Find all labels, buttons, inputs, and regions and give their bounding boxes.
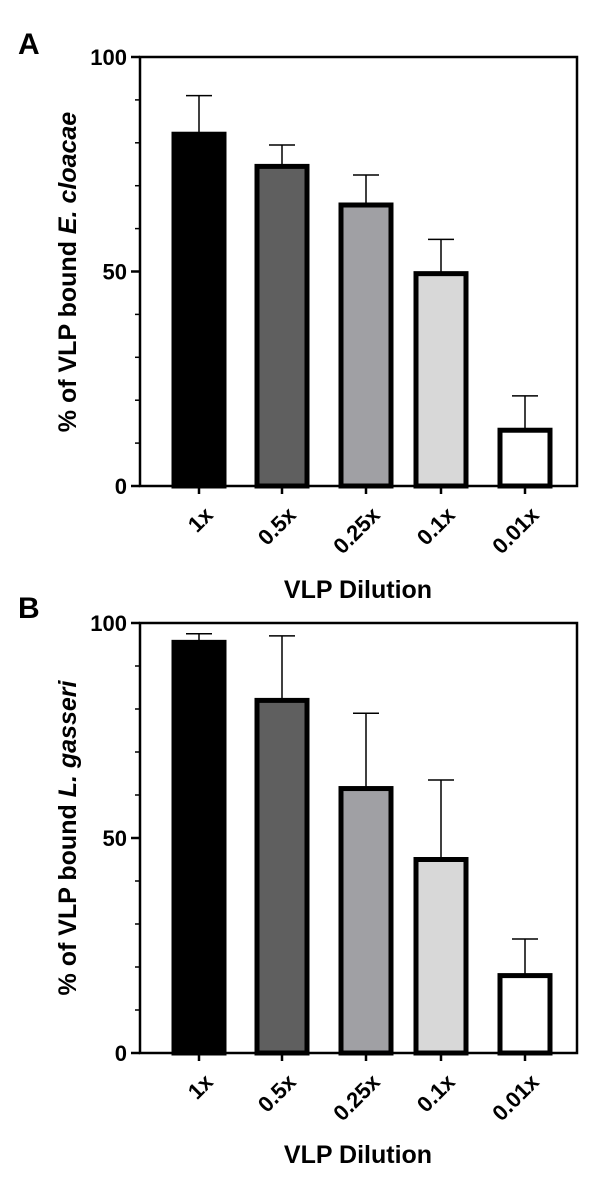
x-tick-label-0.25x: 0.25x bbox=[328, 502, 385, 559]
panel-letter-a: A bbox=[18, 28, 40, 61]
y-tick-label-100: 100 bbox=[90, 45, 127, 70]
bar-0.1x bbox=[413, 271, 469, 489]
bar-1x bbox=[171, 131, 227, 489]
x-tick-label-0.01x: 0.01x bbox=[487, 1069, 544, 1126]
y-tick-label-0: 0 bbox=[115, 474, 127, 499]
panel-a-chart: A 0 50 100 1x 0.5x 0.25x 0.1x 0.01x VLP Diluti… bbox=[18, 28, 579, 604]
y-axis-title-a-italic: E. cloacae bbox=[54, 112, 82, 234]
y-tick-label-50: 50 bbox=[103, 826, 127, 851]
x-tick-label-0.1x: 0.1x bbox=[412, 502, 460, 550]
y-tick-label-0: 0 bbox=[115, 1041, 127, 1066]
y-axis-title-a: % of VLP bound E. cloacae bbox=[54, 112, 82, 433]
bar-0.5x bbox=[254, 163, 310, 489]
panel-b-chart: B 0 50 100 1x 0.5x 0.25x 0.1x 0.01x VLP Diluti… bbox=[18, 592, 579, 1169]
bar-0.01x bbox=[497, 427, 553, 489]
x-axis-title-b: VLP Dilution bbox=[284, 1141, 432, 1169]
x-tick-label-0.25x: 0.25x bbox=[328, 1069, 385, 1126]
x-axis-title-a: VLP Dilution bbox=[284, 576, 432, 604]
x-tick-label-1x: 1x bbox=[183, 502, 219, 538]
x-tick-label-1x: 1x bbox=[183, 1069, 219, 1105]
y-axis-title-b: % of VLP bound L. gasseri bbox=[54, 680, 82, 996]
y-axis-title-a-plain: % of VLP bound bbox=[54, 234, 82, 432]
bar-0.25x bbox=[338, 202, 394, 489]
x-tick-label-0.5x: 0.5x bbox=[253, 1069, 301, 1117]
x-tick-label-0.5x: 0.5x bbox=[253, 502, 301, 550]
panel-letter-b: B bbox=[18, 592, 40, 625]
bar-0.5x bbox=[254, 697, 310, 1056]
y-axis-title-b-italic: L. gasseri bbox=[54, 680, 82, 798]
bar-0.01x bbox=[497, 973, 553, 1056]
bar-0.1x bbox=[413, 857, 469, 1056]
x-tick-label-0.1x: 0.1x bbox=[412, 1069, 460, 1117]
bar-0.25x bbox=[338, 786, 394, 1056]
y-tick-label-100: 100 bbox=[90, 611, 127, 636]
y-axis-title-b-plain: % of VLP bound bbox=[54, 797, 82, 995]
bar-1x bbox=[171, 639, 227, 1056]
x-tick-label-0.01x: 0.01x bbox=[487, 502, 544, 559]
y-tick-label-50: 50 bbox=[103, 260, 127, 285]
